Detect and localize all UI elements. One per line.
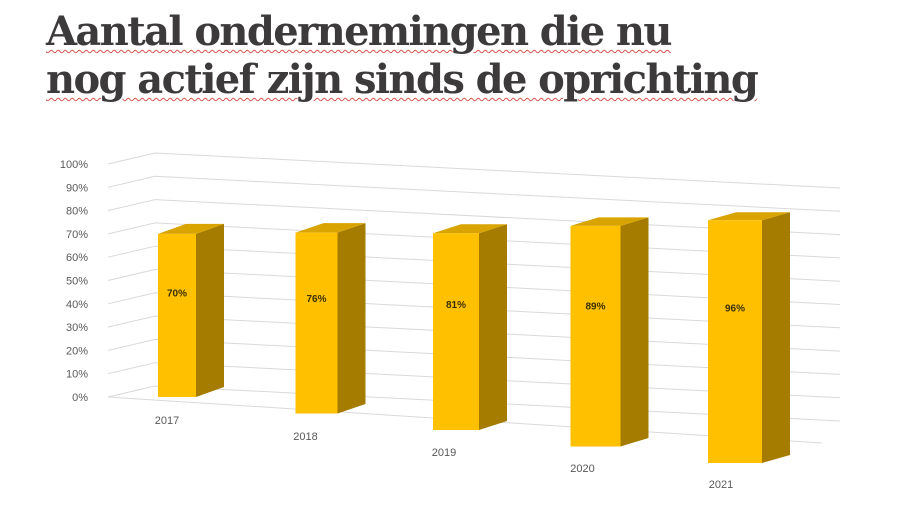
y-tick-label: 60% — [66, 252, 88, 264]
bar-2017 — [158, 233, 196, 397]
data-label-2018: 76% — [306, 294, 326, 305]
chart-title-line-1: Aantal ondernemingen die nu — [46, 8, 672, 55]
bar-2019 — [433, 233, 479, 430]
bar-top-2020 — [570, 217, 649, 226]
chart-title: Aantal ondernemingen die nu nog actief z… — [46, 8, 759, 104]
x-tick-label-2017: 2017 — [155, 415, 179, 427]
y-tick-label: 90% — [66, 182, 88, 194]
data-label-2017: 70% — [167, 289, 187, 300]
bar-side-2021 — [762, 212, 790, 463]
bar-2021 — [708, 220, 762, 463]
bar-top-2021 — [708, 212, 790, 221]
x-tick-label-2021: 2021 — [709, 479, 733, 491]
bar-2020 — [570, 225, 621, 447]
gridline — [107, 175, 841, 212]
bar-top-2017 — [158, 223, 224, 234]
chart-title-line-2: nog actief zijn sinds de oprichting — [46, 56, 759, 103]
y-tick-label: 100% — [60, 159, 88, 171]
x-tick-label-2019: 2019 — [432, 447, 456, 459]
y-tick-label: 50% — [66, 276, 88, 288]
y-tick-label: 30% — [66, 322, 88, 334]
y-tick-label: 0% — [72, 392, 88, 404]
bar-side-2020 — [620, 217, 649, 447]
y-axis-ticks: 0% 10% 20% 30% 40% 50% 60% 70% 80% 90% 100% — [60, 159, 88, 404]
data-label-2019: 81% — [446, 300, 466, 311]
y-tick-label: 10% — [66, 369, 88, 381]
y-tick-label: 70% — [66, 229, 88, 241]
x-axis-ticks: 2017 2018 2019 2020 2021 — [155, 415, 733, 491]
data-label-2021: 96% — [725, 304, 745, 315]
bar-2018 — [295, 232, 338, 414]
bars: 70% 76% 81% 89% 96% — [158, 212, 790, 463]
y-tick-label: 80% — [66, 206, 88, 218]
x-tick-label-2018: 2018 — [293, 431, 317, 443]
bar-top-2019 — [433, 224, 507, 234]
bar-side-2018 — [337, 223, 366, 414]
bar-side-2019 — [479, 224, 507, 430]
y-tick-label: 20% — [66, 345, 88, 357]
gridline — [107, 152, 841, 189]
bar-top-2018 — [295, 223, 366, 233]
bar-side-2017 — [196, 223, 224, 397]
x-tick-label-2020: 2020 — [570, 463, 594, 475]
y-tick-label: 40% — [66, 299, 88, 311]
data-label-2020: 89% — [585, 301, 605, 312]
